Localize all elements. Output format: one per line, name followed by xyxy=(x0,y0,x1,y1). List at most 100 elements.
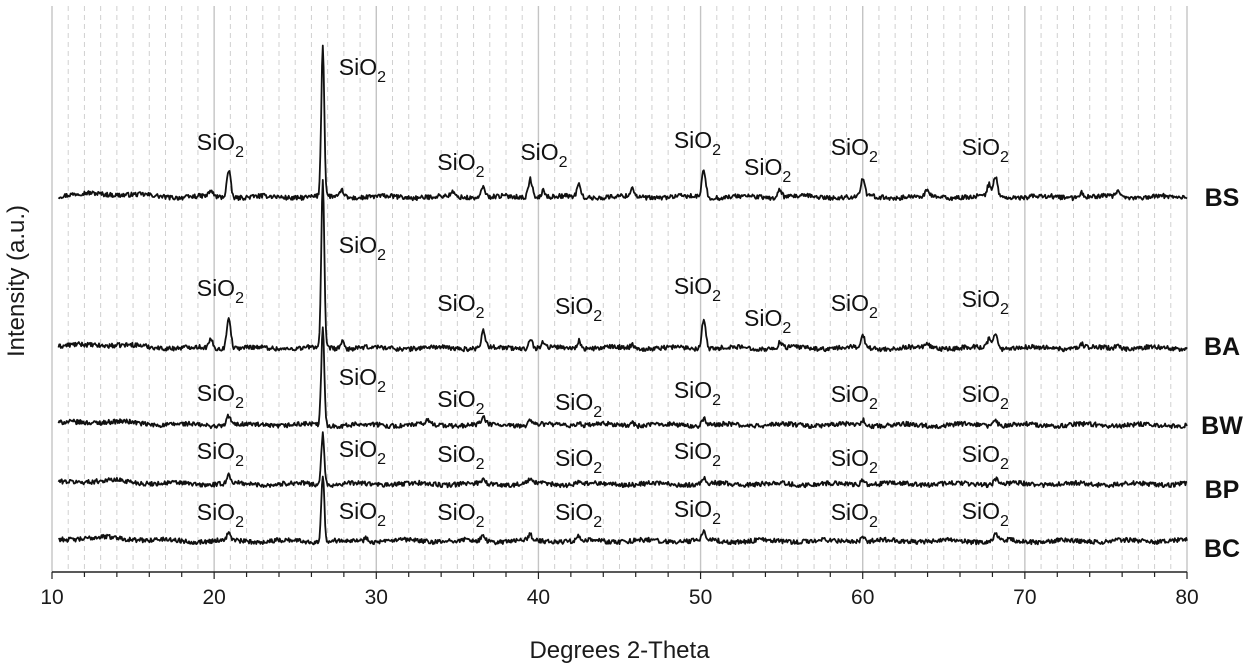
x-tick-label: 20 xyxy=(202,586,225,609)
x-axis-ticks: 10 20 30 40 50 60 70 80 xyxy=(40,572,1199,609)
series-label-bc: BC xyxy=(1204,535,1240,563)
peak-annotation: SiO2 xyxy=(555,389,602,421)
peak-annotation-subscript: 2 xyxy=(869,460,878,477)
peak-annotation-text: SiO xyxy=(437,386,475,412)
peak-annotation-text: SiO xyxy=(674,438,712,464)
peak-annotation-subscript: 2 xyxy=(593,460,602,477)
peak-annotation: SiO2 xyxy=(339,232,386,264)
peak-annotation: SiO2 xyxy=(339,498,386,530)
peak-annotation-subscript: 2 xyxy=(593,308,602,325)
peak-annotation-subscript: 2 xyxy=(712,511,721,528)
peak-annotation: SiO2 xyxy=(555,293,602,325)
peak-annotation-subscript: 2 xyxy=(235,395,244,412)
peak-annotation-subscript: 2 xyxy=(712,453,721,470)
peak-annotation: SiO2 xyxy=(674,273,721,305)
peak-annotation-subscript: 2 xyxy=(869,514,878,531)
peak-annotation: SiO2 xyxy=(831,499,878,531)
grid-lines xyxy=(51,6,1188,572)
series-line-bw xyxy=(57,326,1188,430)
peak-annotation-subscript: 2 xyxy=(1000,396,1009,413)
peak-annotation: SiO2 xyxy=(555,445,602,477)
peak-annotation-subscript: 2 xyxy=(1000,301,1009,318)
peak-annotation-text: SiO xyxy=(962,498,1000,524)
peak-annotation: SiO2 xyxy=(437,499,484,531)
peak-annotation-subscript: 2 xyxy=(559,154,568,171)
peak-annotation-subscript: 2 xyxy=(869,149,878,166)
peak-annotation-text: SiO xyxy=(520,139,558,165)
peak-annotation: SiO2 xyxy=(197,129,244,161)
x-tick-label: 30 xyxy=(365,586,388,609)
peak-annotation-text: SiO xyxy=(962,381,1000,407)
peak-annotation-text: SiO xyxy=(674,496,712,522)
peak-annotation-text: SiO xyxy=(197,129,235,155)
series-line-ba xyxy=(57,179,1188,353)
y-axis-label: Intensity (a.u.) xyxy=(3,205,30,357)
peak-annotation-text: SiO xyxy=(744,154,782,180)
peak-annotation-text: SiO xyxy=(555,389,593,415)
peak-annotation: SiO2 xyxy=(339,54,386,86)
peak-annotation-subscript: 2 xyxy=(593,514,602,531)
x-tick-label: 50 xyxy=(689,586,712,609)
peak-annotation-text: SiO xyxy=(339,498,377,524)
peak-annotation: SiO2 xyxy=(674,438,721,470)
peak-annotation: SiO2 xyxy=(197,499,244,531)
x-tick-label: 10 xyxy=(40,586,63,609)
peak-annotation-subscript: 2 xyxy=(235,453,244,470)
peak-annotation: SiO2 xyxy=(674,127,721,159)
series-line-bp xyxy=(57,431,1188,489)
peak-annotation-subscript: 2 xyxy=(235,290,244,307)
peak-annotation-text: SiO xyxy=(962,441,1000,467)
peak-annotation-text: SiO xyxy=(437,441,475,467)
series-label-bp: BP xyxy=(1205,476,1240,504)
x-tick-label: 70 xyxy=(1013,586,1036,609)
peak-annotation-subscript: 2 xyxy=(712,142,721,159)
peak-annotation: SiO2 xyxy=(962,498,1009,530)
series-lines xyxy=(57,44,1188,546)
peak-annotation-text: SiO xyxy=(437,290,475,316)
peak-annotation-text: SiO xyxy=(197,275,235,301)
peak-annotation-text: SiO xyxy=(831,499,869,525)
peak-annotation: SiO2 xyxy=(831,445,878,477)
peak-annotation: SiO2 xyxy=(831,134,878,166)
peak-annotation: SiO2 xyxy=(744,154,791,186)
peak-annotation-text: SiO xyxy=(674,127,712,153)
peak-annotation-text: SiO xyxy=(744,305,782,331)
peak-annotation-text: SiO xyxy=(555,499,593,525)
peak-annotation-text: SiO xyxy=(437,499,475,525)
peak-annotation-text: SiO xyxy=(197,438,235,464)
peak-annotation-subscript: 2 xyxy=(377,247,386,264)
peak-annotation-subscript: 2 xyxy=(712,288,721,305)
peak-annotation-subscript: 2 xyxy=(869,396,878,413)
peak-annotation-text: SiO xyxy=(831,290,869,316)
peak-annotation-subscript: 2 xyxy=(377,379,386,396)
peak-annotation-subscript: 2 xyxy=(593,404,602,421)
series-label-bw: BW xyxy=(1201,412,1243,440)
peak-annotation-text: SiO xyxy=(831,445,869,471)
peak-annotation: SiO2 xyxy=(437,386,484,418)
peak-annotation-text: SiO xyxy=(339,54,377,80)
peak-annotation: SiO2 xyxy=(674,496,721,528)
peak-annotation-subscript: 2 xyxy=(476,401,485,418)
peak-annotation-text: SiO xyxy=(674,273,712,299)
peak-annotation: SiO2 xyxy=(831,381,878,413)
peak-annotation-text: SiO xyxy=(962,286,1000,312)
peak-annotation-text: SiO xyxy=(437,149,475,175)
peak-annotation: SiO2 xyxy=(962,134,1009,166)
peak-annotation: SiO2 xyxy=(674,377,721,409)
x-tick-label: 80 xyxy=(1175,586,1198,609)
peak-annotation: SiO2 xyxy=(197,275,244,307)
peak-annotation: SiO2 xyxy=(962,381,1009,413)
peak-annotation-text: SiO xyxy=(339,232,377,258)
peak-annotation: SiO2 xyxy=(339,436,386,468)
x-tick-label: 60 xyxy=(851,586,874,609)
peak-annotation-subscript: 2 xyxy=(1000,513,1009,530)
peak-annotation-subscript: 2 xyxy=(712,392,721,409)
peak-annotation-subscript: 2 xyxy=(869,305,878,322)
series-line-bc xyxy=(58,475,1188,546)
peak-annotation-subscript: 2 xyxy=(235,514,244,531)
peak-annotation-subscript: 2 xyxy=(476,456,485,473)
peak-annotation-subscript: 2 xyxy=(476,305,485,322)
peak-annotation: SiO2 xyxy=(962,286,1009,318)
